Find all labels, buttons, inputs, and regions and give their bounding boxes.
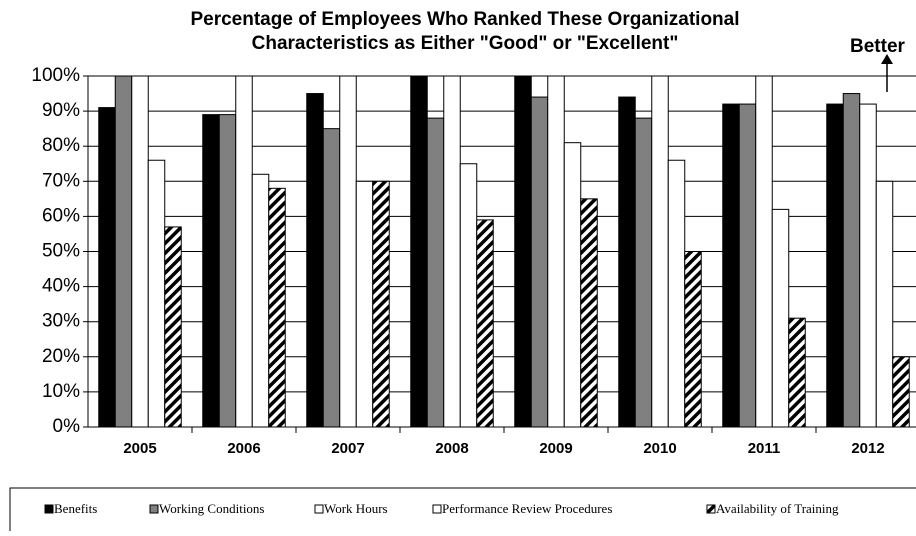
bar bbox=[164, 226, 182, 428]
bar bbox=[202, 114, 220, 428]
bar bbox=[684, 251, 702, 428]
legend-swatch bbox=[314, 504, 324, 514]
bar bbox=[892, 356, 910, 428]
bar bbox=[788, 317, 806, 428]
bar bbox=[306, 93, 324, 428]
bar bbox=[580, 198, 598, 428]
legend-label: Performance Review Procedures bbox=[442, 501, 612, 516]
bar bbox=[114, 75, 133, 428]
bar bbox=[859, 103, 877, 428]
bar bbox=[530, 96, 549, 428]
chart-title: Characteristics as Either "Good" or "Exc… bbox=[252, 33, 679, 54]
bar bbox=[147, 159, 166, 428]
x-tick-label: 2011 bbox=[748, 440, 781, 457]
y-tick-label: 60% bbox=[42, 205, 80, 226]
x-tick-label: 2008 bbox=[435, 440, 468, 457]
bar bbox=[755, 75, 773, 428]
x-tick-label: 2006 bbox=[227, 440, 260, 457]
legend-swatch bbox=[706, 504, 716, 514]
bar bbox=[235, 75, 253, 428]
bar bbox=[410, 75, 428, 428]
bar bbox=[339, 75, 357, 428]
bar bbox=[547, 75, 565, 428]
bar bbox=[372, 180, 390, 428]
y-tick-label: 20% bbox=[42, 346, 80, 367]
legend-label: Availability of Training bbox=[716, 501, 839, 516]
y-tick-label: 90% bbox=[42, 100, 80, 121]
legend-label: Working Conditions bbox=[159, 501, 265, 516]
bar bbox=[322, 128, 341, 428]
x-tick-label: 2012 bbox=[851, 440, 884, 457]
legend-swatch bbox=[432, 504, 442, 514]
bar bbox=[426, 117, 445, 428]
bar bbox=[218, 114, 237, 428]
bar bbox=[875, 180, 894, 428]
annotation-arrowhead bbox=[881, 54, 893, 64]
x-tick-label: 2005 bbox=[123, 440, 156, 457]
y-tick-label: 0% bbox=[53, 416, 81, 437]
bar bbox=[738, 103, 757, 428]
bar bbox=[771, 208, 790, 428]
bar bbox=[722, 103, 740, 428]
legend-swatch bbox=[149, 504, 159, 514]
bar bbox=[634, 117, 653, 428]
bar bbox=[563, 142, 582, 428]
y-tick-label: 50% bbox=[42, 241, 80, 262]
bar bbox=[98, 107, 116, 428]
legend-label: Benefits bbox=[54, 501, 97, 516]
bar bbox=[826, 103, 844, 428]
bar bbox=[251, 173, 270, 428]
legend-label: Work Hours bbox=[324, 501, 388, 516]
bar bbox=[514, 75, 532, 428]
bar bbox=[268, 187, 286, 428]
bar bbox=[667, 159, 686, 428]
y-tick-label: 70% bbox=[42, 170, 80, 191]
chart-title: Percentage of Employees Who Ranked These… bbox=[190, 9, 739, 30]
bar bbox=[476, 219, 494, 428]
bar bbox=[842, 93, 861, 428]
bar bbox=[131, 75, 149, 428]
bar bbox=[651, 75, 669, 428]
y-tick-label: 100% bbox=[31, 65, 80, 86]
y-tick-label: 10% bbox=[42, 381, 80, 402]
bar bbox=[443, 75, 461, 428]
x-tick-label: 2010 bbox=[643, 440, 676, 457]
y-tick-label: 40% bbox=[42, 276, 80, 297]
annotation: Better bbox=[850, 36, 906, 57]
y-tick-label: 80% bbox=[42, 135, 80, 156]
x-tick-label: 2009 bbox=[539, 440, 572, 457]
bar bbox=[459, 163, 478, 428]
y-tick-label: 30% bbox=[42, 311, 80, 332]
legend-swatch bbox=[44, 504, 54, 514]
x-tick-label: 2007 bbox=[331, 440, 364, 457]
bar bbox=[618, 96, 636, 428]
bar bbox=[355, 180, 374, 428]
legend-box bbox=[9, 487, 916, 536]
